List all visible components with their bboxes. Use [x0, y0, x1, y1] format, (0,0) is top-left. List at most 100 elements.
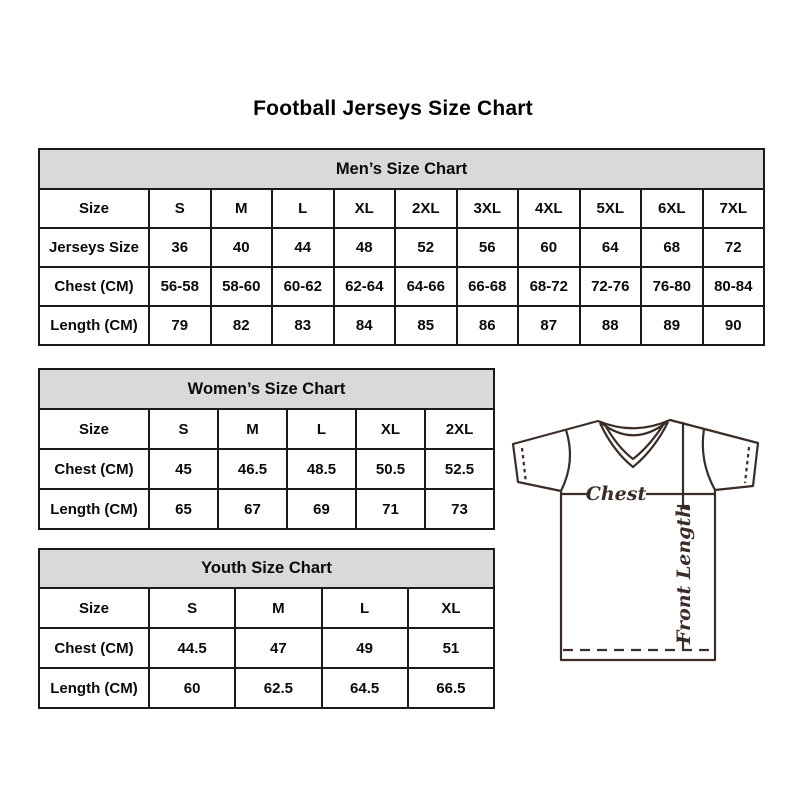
- value-cell: 65: [148, 488, 219, 530]
- value-cell: 90: [701, 305, 766, 346]
- value-cell: 73: [423, 488, 496, 530]
- jersey-right-sleeve-seam: [701, 428, 716, 491]
- jersey-vneck-inner: [603, 421, 666, 461]
- value-cell: 52.5: [423, 448, 496, 490]
- chest-measure-label: Chest: [586, 483, 647, 505]
- table-row: Chest (CM) 45 46.5 48.5 50.5 52.5: [38, 448, 496, 490]
- value-cell: 60-62: [271, 266, 335, 307]
- row-label: Chest (CM): [38, 266, 150, 307]
- value-cell: 56: [455, 227, 519, 268]
- size-cell: M: [217, 408, 288, 450]
- value-cell: 52: [394, 227, 458, 268]
- value-cell: 76-80: [640, 266, 704, 307]
- jersey-left-sleeve-seam: [560, 429, 572, 492]
- size-cell: 3XL: [455, 188, 519, 229]
- row-label: Length (CM): [38, 488, 150, 530]
- value-cell: 72: [701, 227, 766, 268]
- jersey-measurement-diagram: Chest Front Length: [511, 418, 760, 662]
- column-header-size: Size: [38, 408, 150, 450]
- value-cell: 60: [517, 227, 581, 268]
- mens-size-table: Men’s Size Chart Size S M L XL 2XL 3XL 4…: [37, 148, 766, 346]
- size-cell: XL: [355, 408, 426, 450]
- value-cell: 66.5: [406, 667, 496, 709]
- row-label: Length (CM): [38, 305, 150, 346]
- youth-size-table: Youth Size Chart Size S M L XL Chest (CM…: [37, 548, 496, 709]
- value-cell: 85: [394, 305, 458, 346]
- value-cell: 89: [640, 305, 704, 346]
- value-cell: 44.5: [147, 627, 237, 669]
- size-cell: 2XL: [423, 408, 496, 450]
- row-label: Chest (CM): [38, 448, 150, 490]
- value-cell: 45: [148, 448, 219, 490]
- size-cell: S: [147, 587, 237, 629]
- size-cell: XL: [332, 188, 396, 229]
- row-label: Jerseys Size: [38, 227, 150, 268]
- value-cell: 83: [271, 305, 335, 346]
- size-cell: L: [271, 188, 335, 229]
- value-cell: 64: [578, 227, 642, 268]
- table-row: Jerseys Size 36 40 44 48 52 56 60 64 68 …: [38, 227, 766, 268]
- table-row: Chest (CM) 56-58 58-60 60-62 62-64 64-66…: [38, 266, 766, 307]
- value-cell: 72-76: [578, 266, 642, 307]
- table-row: Length (CM) 65 67 69 71 73: [38, 488, 496, 530]
- value-cell: 88: [578, 305, 642, 346]
- value-cell: 60: [147, 667, 237, 709]
- value-cell: 66-68: [455, 266, 519, 307]
- value-cell: 62.5: [234, 667, 323, 709]
- size-cell: 7XL: [701, 188, 766, 229]
- value-cell: 48.5: [286, 448, 357, 490]
- size-cell: 5XL: [578, 188, 642, 229]
- page-title: Football Jerseys Size Chart: [253, 97, 533, 120]
- column-header-size: Size: [38, 587, 150, 629]
- value-cell: 69: [286, 488, 357, 530]
- value-cell: 44: [271, 227, 335, 268]
- table-row: Length (CM) 79 82 83 84 85 86 87 88 89 9…: [38, 305, 766, 346]
- value-cell: 68: [640, 227, 704, 268]
- front-length-measure-label: Front Length: [673, 504, 695, 645]
- value-cell: 36: [148, 227, 212, 268]
- value-cell: 68-72: [517, 266, 581, 307]
- jersey-left-cuff-stitch: [520, 447, 528, 484]
- value-cell: 87: [517, 305, 581, 346]
- value-cell: 84: [332, 305, 396, 346]
- table-row: Chest (CM) 44.5 47 49 51: [38, 627, 496, 669]
- table-row: Women’s Size Chart: [37, 368, 496, 410]
- table-row: Men’s Size Chart: [37, 148, 766, 190]
- size-cell: 2XL: [394, 188, 458, 229]
- womens-size-table: Women’s Size Chart Size S M L XL 2XL Che…: [37, 368, 496, 530]
- value-cell: 51: [406, 627, 496, 669]
- row-label: Length (CM): [38, 667, 150, 709]
- mens-table-title: Men’s Size Chart: [37, 148, 766, 190]
- value-cell: 62-64: [332, 266, 396, 307]
- table-row: Size S M L XL 2XL 3XL 4XL 5XL 6XL 7XL: [38, 188, 766, 229]
- value-cell: 82: [209, 305, 273, 346]
- size-cell: M: [234, 587, 323, 629]
- table-row: Size S M L XL: [38, 587, 496, 629]
- value-cell: 71: [355, 488, 426, 530]
- column-header-size: Size: [38, 188, 150, 229]
- size-cell: M: [209, 188, 273, 229]
- value-cell: 86: [455, 305, 519, 346]
- value-cell: 49: [320, 627, 409, 669]
- jersey-right-cuff-stitch: [743, 446, 751, 484]
- size-cell: S: [148, 408, 219, 450]
- value-cell: 47: [234, 627, 323, 669]
- youth-table-title: Youth Size Chart: [37, 548, 496, 589]
- value-cell: 40: [209, 227, 273, 268]
- value-cell: 80-84: [701, 266, 766, 307]
- table-row: Size S M L XL 2XL: [38, 408, 496, 450]
- value-cell: 64.5: [320, 667, 409, 709]
- size-cell: L: [286, 408, 357, 450]
- size-cell: S: [148, 188, 212, 229]
- value-cell: 46.5: [217, 448, 288, 490]
- size-cell: 4XL: [517, 188, 581, 229]
- value-cell: 50.5: [355, 448, 426, 490]
- table-row: Youth Size Chart: [37, 548, 496, 589]
- jersey-vneck-outer: [599, 421, 669, 469]
- value-cell: 64-66: [394, 266, 458, 307]
- size-cell: L: [320, 587, 409, 629]
- value-cell: 48: [332, 227, 396, 268]
- womens-table-title: Women’s Size Chart: [37, 368, 496, 410]
- value-cell: 58-60: [209, 266, 273, 307]
- size-cell: 6XL: [640, 188, 704, 229]
